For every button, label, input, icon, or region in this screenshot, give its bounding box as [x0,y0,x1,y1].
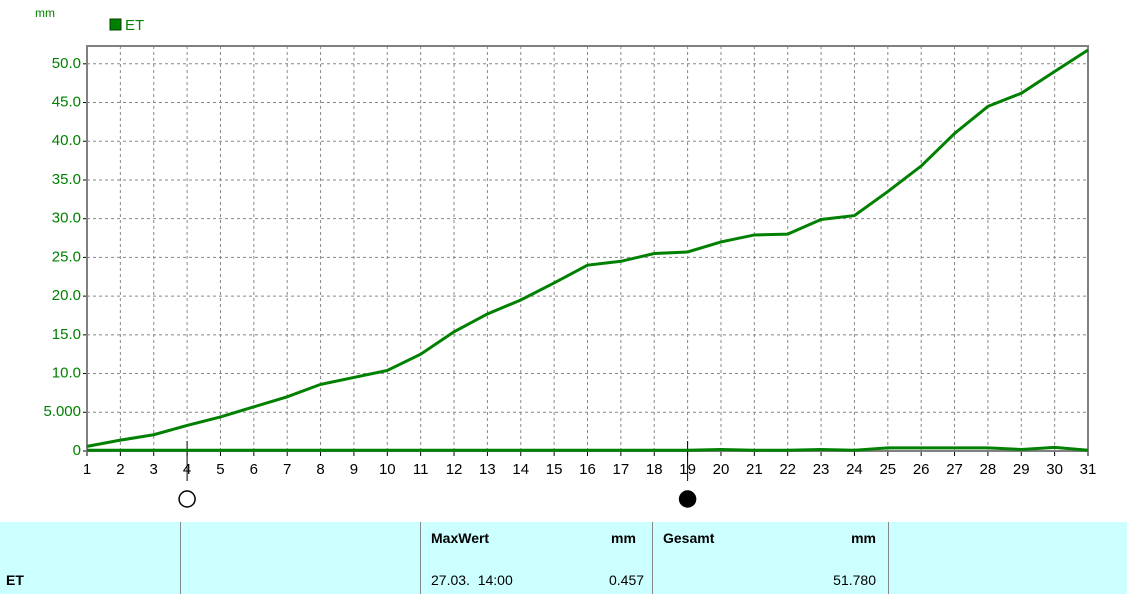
x-tick-label: 22 [779,461,796,478]
cell: Gesamt mm 51.780 [653,522,889,594]
cell: ET [0,522,181,594]
y-tick-label: 5.000 [43,403,81,420]
series-line [86,48,1089,448]
max-date: 27.03. 14:00 [431,572,513,588]
series-line [87,445,1089,452]
y-tick-label: 50.0 [52,55,81,72]
x-tick-label: 15 [546,461,563,478]
x-tick-label: 13 [479,461,496,478]
total-unit: mm [851,530,876,546]
x-tick-label: 31 [1080,461,1097,478]
y-tick-label: 30.0 [52,210,81,227]
cell [181,522,421,594]
y-tick-label: 15.0 [52,326,81,343]
y-tick-label: 45.0 [52,93,81,110]
max-value: 0.457 [609,572,645,588]
chart: mm ET 0 5.000 10.0 15.0 20.0 25.0 30.0 35.0 40.0… [35,6,1097,508]
x-tick-label: 6 [250,461,258,478]
y-tick-label: 25.0 [52,248,81,265]
x-tick-label: 30 [1046,461,1063,478]
x-tick-label: 18 [646,461,663,478]
x-tick-label: 17 [613,461,630,478]
x-tick-label: 16 [579,461,596,478]
x-tick-label: 3 [150,461,158,478]
max-unit: mm [611,530,636,546]
cell: MaxWert mm 27.03. 14:00 0.457 [421,522,653,594]
row-label: ET [6,572,24,588]
x-tick-label: 8 [316,461,324,478]
y-tick-label: 40.0 [52,132,81,149]
legend-swatch [109,18,122,31]
legend-label: ET [125,17,144,34]
total-title: Gesamt [663,530,715,546]
total-value: 51.780 [833,572,876,588]
moon-phase [678,490,697,508]
x-tick-label: 26 [913,461,930,478]
moon-phase [178,490,196,508]
x-tick-label: 29 [1013,461,1030,478]
x-tick-label: 24 [846,461,863,478]
x-tick-label: 27 [946,461,963,478]
x-tick-label: 2 [116,461,124,478]
y-tick-label: 35.0 [52,171,81,188]
x-tick-label: 14 [512,461,529,478]
x-tick-label: 28 [980,461,997,478]
x-tick-label: 7 [283,461,291,478]
y-tick-label: 10.0 [52,365,81,382]
x-tick-label: 21 [746,461,763,478]
x-tick-label: 11 [413,461,429,478]
summary-table: ET MaxWert mm 27.03. 14:00 0.457 Gesamt … [0,522,1127,594]
y-tick-label: 20.0 [52,287,81,304]
x-tick-label: 25 [879,461,896,478]
x-tick-label: 9 [350,461,358,478]
x-tick-label: 20 [713,461,730,478]
y-tick-label: 0 [73,442,81,459]
x-tick-label: 10 [379,461,396,478]
x-tick-label: 1 [83,461,91,478]
x-tick-label: 12 [446,461,463,478]
x-tick-label: 5 [216,461,224,478]
max-title: MaxWert [431,530,490,546]
y-unit: mm [35,6,55,20]
x-tick-label: 23 [813,461,830,478]
